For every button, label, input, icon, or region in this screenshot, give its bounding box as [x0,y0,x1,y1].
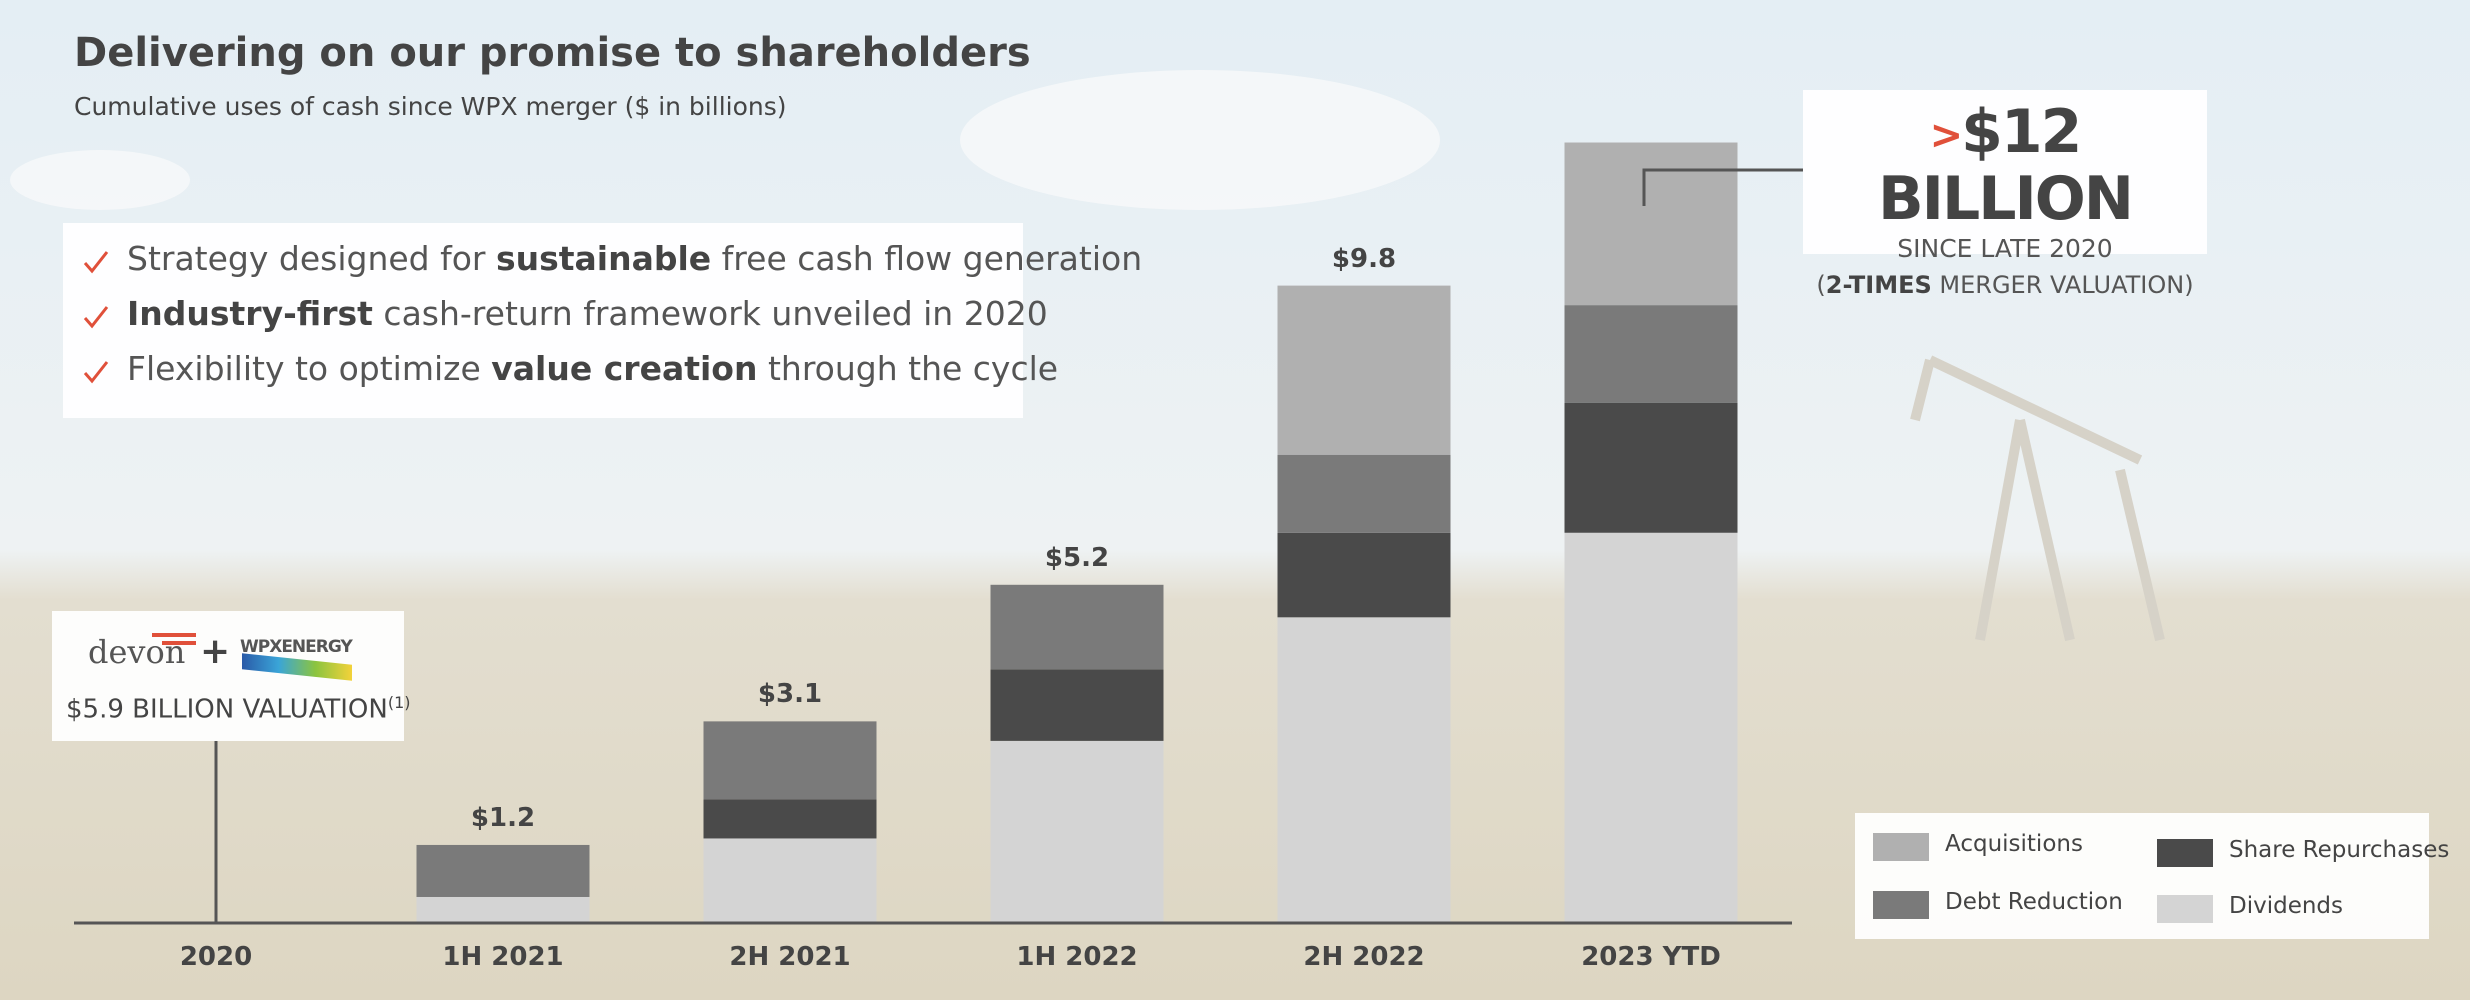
callout-headline: >$12 BILLION [1803,97,2207,235]
bar-segment [1564,402,1738,533]
text: MERGER VALUATION) [1931,271,2194,300]
bullet-text: Strategy designed for sustainable free c… [127,239,1142,278]
wpx-swoosh [242,653,352,681]
bar-segment [416,844,590,897]
plus: + [200,631,231,672]
title: Delivering on our promise to shareholder… [74,30,1031,76]
footnote: (1) [387,693,411,712]
bar-segment [1564,142,1738,306]
checkmark [83,251,109,274]
cloud [10,150,190,210]
legend-label: Debt Reduction [1945,889,2123,915]
text: Flexibility to optimize [127,349,492,388]
bullet-box: Strategy designed for sustainable free c… [63,223,1142,418]
text: Industry-first [127,294,373,333]
bar-segment [1564,532,1738,923]
callout-line2: (2-TIMES MERGER VALUATION) [1803,267,2207,303]
x-tick-label: 1H 2022 [1016,942,1138,972]
total-label: $1.2 [470,802,536,833]
text: ( [1816,271,1826,300]
callout-connector [1642,168,1803,206]
valuation: $5.9 BILLION VALUATION(1) [66,693,411,725]
text: Strategy designed for [127,239,496,278]
checkmark-path [83,361,109,384]
x-tick-label: 1H 2021 [442,942,564,972]
x-tick-label: 2023 YTD [1581,942,1721,972]
bar-segment [990,669,1164,741]
callout-amount: $12 BILLION [1877,97,2134,235]
checkmark-path [83,251,109,274]
callout-box: >$12 BILLION SINCE LATE 2020 (2-TIMES ME… [1803,90,2207,299]
bar-segment [1277,532,1451,618]
bar-segment [703,721,877,800]
legend-label: Dividends [2229,893,2344,919]
logo-stripe [162,641,196,645]
bar-segment [1277,617,1451,923]
total-label: $5.2 [1044,542,1110,573]
merger-box: devon + WPXENERGY $5.9 BILLION VALUATION… [52,611,411,741]
wpx-logo: WPXENERGY [240,637,353,657]
devon-logo: devon [88,633,186,671]
subtitle: Cumulative uses of cash since WPX merger… [74,92,787,121]
bar-segment [990,584,1164,670]
valuation-text: $5.9 BILLION VALUATION [66,694,388,725]
checkmark-path [83,306,109,329]
bar-segment [1277,454,1451,533]
legend-label: Acquisitions [1945,831,2083,857]
callout-marker: > [1929,112,1963,159]
text: free cash flow generation [711,239,1143,278]
text: cash-return framework unveiled in 2020 [372,294,1048,333]
text: sustainable [495,239,712,278]
text: 2-TIMES [1825,271,1932,300]
legend-swatch [2157,895,2213,923]
total-label: $3.1 [757,679,823,710]
bar-segment [703,838,877,923]
logo-stripe [152,633,196,637]
x-tick-label: 2H 2022 [1303,942,1425,972]
bar-segment [416,896,590,923]
x-tick-label: 2020 [179,942,253,972]
bar-segment [1564,305,1738,403]
callout-line1: SINCE LATE 2020 [1897,234,2113,264]
checkmark [83,361,109,384]
total-label: $9.8 [1331,243,1397,274]
cloud [960,70,1440,210]
legend-swatch [2157,839,2213,867]
legend-label: Share Repurchases [2229,837,2450,863]
legend: Dividends Share Repurchases Debt Reduction… [1855,813,2449,939]
text: value creation [491,349,758,388]
pumpjack [1910,355,2165,642]
text: through the cycle [757,349,1059,388]
bullet-text: Flexibility to optimize value creation t… [127,349,1058,388]
legend-swatch [1873,833,1929,861]
checkmark [83,306,109,329]
bullet-text: Industry-first cash-return framework unv… [127,294,1048,333]
bar-segment [1277,285,1451,455]
bar-segment [703,799,877,839]
legend-swatch [1873,891,1929,919]
bar-segment [990,740,1164,923]
x-tick-label: 2H 2021 [729,942,851,972]
